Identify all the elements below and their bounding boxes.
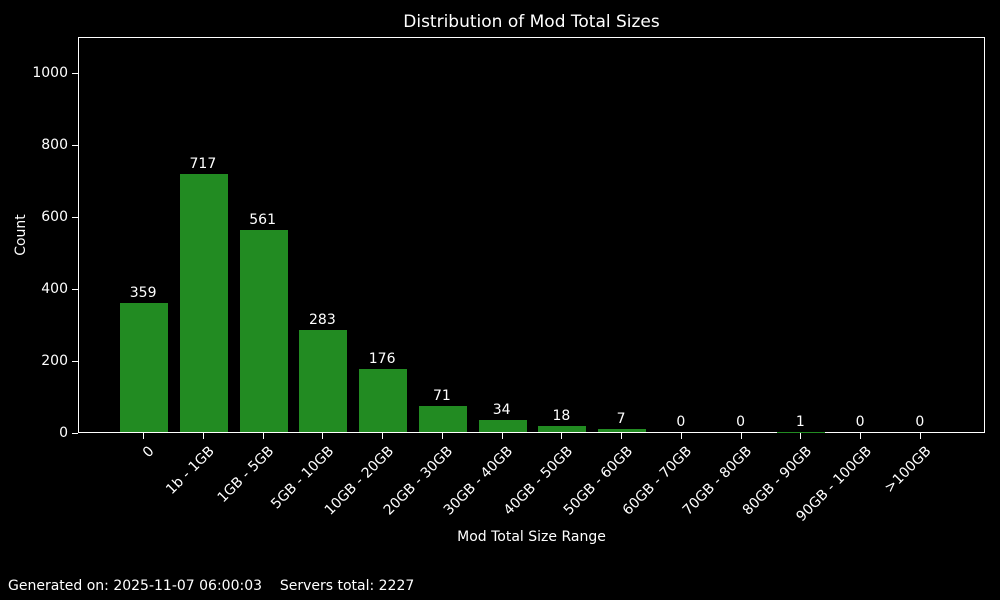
x-tick-mark [262,433,264,439]
bar-20GB-30GB [418,406,467,432]
y-tick-mark [72,145,78,146]
footer-text: Generated on: 2025-11-07 06:00:03 Server… [8,578,415,594]
bar-value-label: 0 [855,414,865,430]
bar-value-label: 0 [915,414,925,430]
x-tick-mark [680,433,682,439]
bar-0 [120,302,169,432]
bar-value-label: 176 [368,350,396,367]
bar-value-label: 34 [492,401,511,418]
y-tick-label: 800 [41,137,68,153]
bar-40GB-50GB [538,425,587,432]
bar-value-label: 283 [309,312,336,329]
chart-title: Distribution of Mod Total Sizes [403,12,660,32]
x-tick-label: 0 [140,443,158,461]
y-tick-mark [72,361,78,362]
y-tick-label: 1000 [32,65,68,81]
x-tick-mark [860,433,862,439]
bar-50GB-60GB [598,429,647,432]
bar-1b-1GB [179,173,228,432]
bar-30GB-40GB [478,419,527,432]
bar-value-label: 561 [249,212,276,229]
bar-value-label: 7 [616,411,626,428]
bar-value-label: 717 [189,155,217,172]
y-tick-label: 400 [41,281,68,297]
y-tick-mark [72,289,78,290]
bar-10GB-20GB [359,368,408,432]
bar-value-label: 1 [795,413,805,430]
bar-1GB-5GB [239,230,288,432]
plot-area [78,37,985,433]
x-tick-mark [800,433,802,439]
x-tick-mark [621,433,623,439]
x-tick-mark [382,433,384,439]
x-tick-label: >100GB [881,443,935,497]
y-tick-label: 200 [41,353,68,369]
y-tick-mark [72,217,78,218]
bar-5GB-10GB [299,330,348,432]
y-tick-mark [72,433,78,434]
x-tick-mark [441,433,443,439]
bar-value-label: 18 [552,407,571,424]
x-tick-mark [919,433,921,439]
x-tick-label: 1GB - 5GB [214,443,278,507]
x-tick-mark [501,433,503,439]
y-tick-label: 0 [59,425,68,441]
y-tick-label: 600 [41,209,68,225]
bar-value-label: 0 [736,414,746,430]
x-axis-label: Mod Total Size Range [457,529,606,545]
x-tick-mark [740,433,742,439]
bar-value-label: 0 [676,414,686,430]
bar-value-label: 71 [432,388,451,405]
x-tick-label: 1b - 1GB [162,443,218,498]
y-tick-mark [72,73,78,74]
x-tick-mark [561,433,563,439]
bar-value-label: 359 [129,284,157,301]
x-tick-mark [202,433,204,439]
y-axis-label: Count [13,214,29,256]
x-tick-mark [143,433,145,439]
x-tick-mark [322,433,324,439]
